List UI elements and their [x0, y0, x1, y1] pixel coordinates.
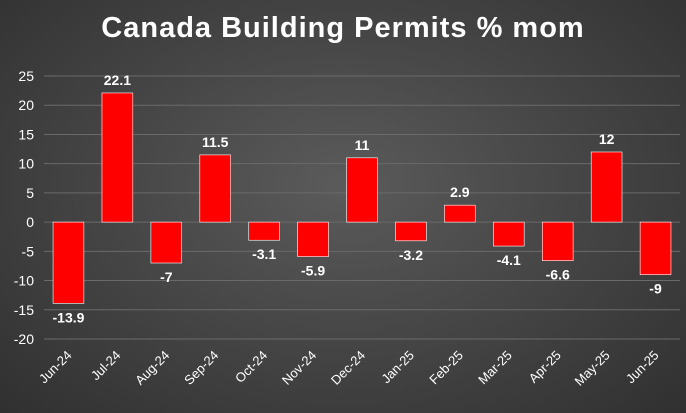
- x-tick-label: Dec-24: [328, 348, 368, 388]
- data-label: -5.9: [301, 263, 325, 279]
- bar-jun-25: [639, 221, 672, 276]
- bar-dec-24: [346, 157, 378, 223]
- x-axis-ticks: Jun-24 Jul-24 Aug-24 Sep-24 Oct-24 Nov-24 Dec-…: [36, 348, 662, 389]
- bar-jul-24: [101, 92, 134, 223]
- y-tick-label: -20: [14, 331, 34, 347]
- x-tick-label: Jul-24: [88, 348, 124, 384]
- data-label: -13.9: [53, 309, 85, 325]
- y-tick-label: -15: [14, 302, 34, 318]
- y-tick-label: -5: [22, 243, 35, 259]
- data-label: -9: [649, 281, 662, 297]
- bar-jun-24: [52, 221, 85, 304]
- bar-may-25: [590, 151, 623, 223]
- bars: [52, 92, 672, 304]
- y-tick-label: 25: [18, 68, 34, 84]
- data-label: 11.5: [202, 134, 229, 150]
- x-tick-label: Aug-24: [132, 348, 172, 388]
- data-label: 12: [599, 131, 615, 147]
- data-label: -4.1: [497, 252, 521, 268]
- y-tick-label: -10: [14, 273, 34, 289]
- x-tick-label: Apr-25: [526, 348, 564, 386]
- data-label: 22.1: [104, 72, 131, 88]
- bar-aug-24: [150, 221, 183, 264]
- data-label: 2.9: [450, 184, 470, 200]
- x-tick-label: May-25: [571, 348, 612, 389]
- bar-jan-25: [395, 221, 427, 242]
- x-tick-label: Oct-24: [232, 348, 270, 386]
- data-label: -3.1: [252, 246, 276, 262]
- x-tick-label: Sep-24: [181, 348, 221, 388]
- data-label: -3.2: [399, 247, 423, 263]
- x-tick-label: Nov-24: [279, 348, 319, 388]
- bar-oct-24: [248, 221, 280, 241]
- data-label: -7: [160, 269, 173, 285]
- y-tick-label: 5: [26, 185, 34, 201]
- bar-nov-24: [297, 221, 329, 257]
- data-label: -6.6: [546, 267, 570, 283]
- x-tick-label: Mar-25: [475, 348, 515, 388]
- bar-sep-24: [199, 154, 231, 223]
- bar-feb-25: [444, 204, 476, 223]
- chart-title: Canada Building Permits % mom: [101, 12, 585, 44]
- y-tick-label: 15: [18, 126, 34, 142]
- x-tick-label: Jun-24: [36, 348, 75, 387]
- y-tick-label: 20: [18, 97, 34, 113]
- bar-apr-25: [541, 221, 574, 261]
- x-tick-label: Feb-25: [426, 348, 466, 388]
- x-tick-label: Jan-25: [378, 348, 417, 387]
- x-tick-label: Jun-25: [623, 348, 662, 387]
- y-tick-label: 10: [18, 156, 34, 172]
- y-tick-label: 0: [26, 214, 34, 230]
- bar-mar-25: [493, 221, 525, 247]
- data-labels: -13.9 22.1 -7 11.5 -3.1 -5.9 11 -3.2 2.9 -4.1 -6.6…: [53, 72, 662, 325]
- data-label: 11: [355, 137, 370, 153]
- y-axis-ticks: 25 20 15 10 5 0 -5 -10 -15 -20: [14, 68, 34, 347]
